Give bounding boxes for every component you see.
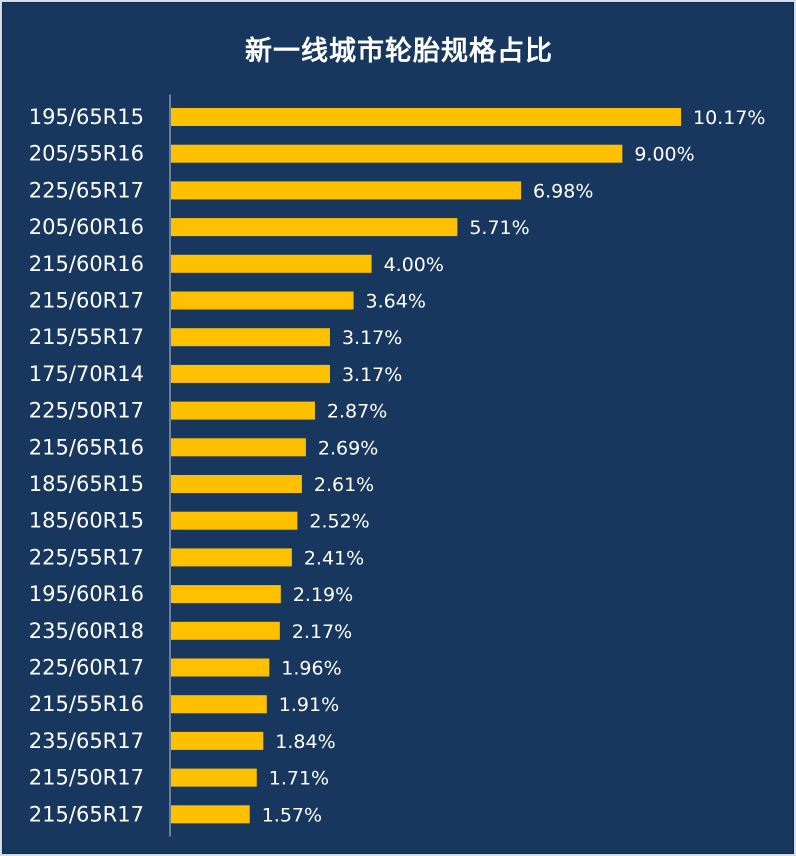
category-label: 235/60R18	[29, 619, 144, 643]
chart-title: 新一线城市轮胎规格占比	[245, 36, 553, 67]
data-label: 2.41%	[304, 547, 364, 569]
data-label: 5.71%	[469, 217, 529, 239]
bar	[171, 475, 302, 493]
category-label: 215/55R16	[29, 692, 144, 716]
category-label: 195/60R16	[29, 582, 144, 606]
bar	[171, 695, 267, 714]
bar	[171, 511, 298, 530]
data-label: 6.98%	[533, 180, 593, 202]
data-label: 3.17%	[342, 327, 402, 349]
bar	[171, 548, 292, 567]
bar	[171, 768, 257, 787]
bar	[171, 108, 681, 126]
bar	[171, 585, 281, 604]
data-label: 1.96%	[281, 658, 341, 680]
category-label: 215/55R17	[29, 325, 144, 349]
data-label: 1.71%	[269, 768, 329, 790]
data-label: 3.17%	[342, 364, 402, 386]
data-label: 4.00%	[384, 254, 444, 276]
bar	[171, 805, 250, 824]
data-label: 2.19%	[293, 584, 353, 606]
category-label: 225/50R17	[29, 399, 144, 423]
bar	[171, 181, 522, 200]
category-label: 175/70R14	[29, 362, 144, 386]
category-label: 215/50R17	[29, 766, 144, 790]
category-label: 205/55R16	[29, 142, 144, 166]
data-label: 1.57%	[262, 804, 322, 826]
data-label: 2.87%	[327, 401, 387, 423]
category-label: 235/65R17	[29, 729, 144, 753]
category-label: 225/55R17	[29, 545, 144, 569]
category-label: 185/65R15	[29, 472, 144, 496]
bar	[171, 364, 330, 383]
bar	[171, 731, 264, 750]
category-label: 215/65R16	[29, 435, 144, 459]
data-label: 2.61%	[314, 474, 374, 496]
category-label: 205/60R16	[29, 215, 144, 239]
data-label: 2.17%	[292, 621, 352, 643]
bar	[171, 658, 270, 677]
category-label: 195/65R15	[29, 105, 144, 129]
category-label: 225/60R17	[29, 656, 144, 680]
bar	[171, 621, 280, 640]
data-label: 3.64%	[366, 291, 426, 313]
data-label: 10.17%	[693, 107, 765, 129]
data-label: 1.84%	[275, 731, 335, 753]
bar	[171, 438, 306, 457]
bar	[171, 291, 354, 310]
category-label: 225/65R17	[29, 178, 144, 202]
data-label: 1.91%	[279, 694, 339, 716]
category-label: 215/60R16	[29, 252, 144, 276]
category-label: 215/60R17	[29, 289, 144, 313]
bar	[171, 401, 315, 420]
category-label: 185/60R15	[29, 509, 144, 533]
data-label: 2.52%	[309, 511, 369, 533]
bar	[171, 254, 372, 273]
bar	[171, 328, 330, 347]
bar	[171, 218, 458, 237]
bar	[171, 144, 623, 163]
data-label: 2.69%	[318, 437, 378, 459]
bar-chart: 195/65R15 10.17% 205/55R16 9.00% 225/65R17 6.…	[29, 94, 765, 837]
category-label: 215/65R17	[29, 802, 144, 826]
data-label: 9.00%	[634, 144, 694, 166]
